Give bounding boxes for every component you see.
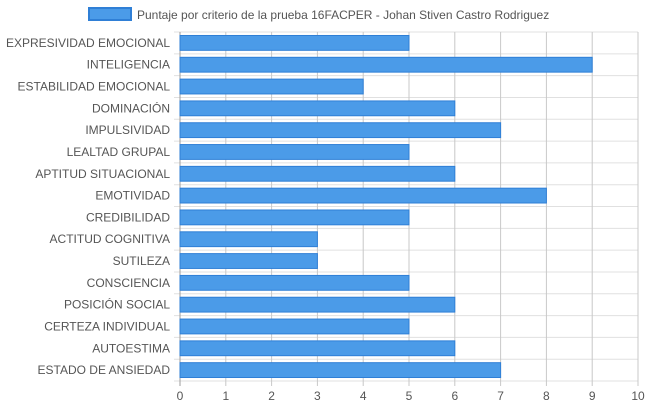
x-tick-label: 7 (497, 389, 504, 403)
y-tick-label: ESTABILIDAD EMOCIONAL (18, 80, 171, 94)
y-tick-label: SUTILEZA (113, 254, 170, 268)
y-tick-label: APTITUD SITUACIONAL (35, 167, 170, 181)
bar[interactable] (179, 318, 410, 335)
y-tick-label: EMOTIVIDAD (95, 189, 170, 203)
x-axis-labels: 0 1 2 3 4 5 6 7 8 9 10 (177, 389, 645, 403)
bar[interactable] (179, 274, 410, 291)
y-tick-label: ACTITUD COGNITIVA (50, 232, 170, 246)
y-tick-label: INTELIGENCIA (87, 58, 170, 72)
bar[interactable] (179, 340, 456, 357)
x-tick-label: 5 (406, 389, 413, 403)
legend[interactable]: Puntaje por criterio de la prueba 16FACP… (88, 7, 549, 22)
x-tick-label: 9 (589, 389, 596, 403)
bar[interactable] (179, 296, 456, 313)
x-tick-label: 6 (451, 389, 458, 403)
x-tick-label: 2 (268, 389, 275, 403)
bar[interactable] (179, 122, 502, 139)
y-tick-label: LEALTAD GRUPAL (67, 145, 171, 159)
x-tick-label: 0 (177, 389, 184, 403)
legend-swatch (88, 7, 132, 21)
y-tick-label: CERTEZA INDIVIDUAL (44, 319, 170, 333)
y-tick-label: POSICIÓN SOCIAL (64, 297, 170, 312)
x-tick-label: 10 (631, 389, 645, 403)
y-tick-label: ESTADO DE ANSIEDAD (38, 363, 171, 377)
bar[interactable] (179, 34, 410, 51)
y-axis-labels: EXPRESIVIDAD EMOCIONAL INTELIGENCIA ESTABI… (6, 36, 170, 377)
x-tick-label: 8 (543, 389, 550, 403)
bars (179, 34, 593, 379)
bar[interactable] (179, 187, 547, 204)
bar[interactable] (179, 56, 593, 73)
y-tick-label: AUTOESTIMA (92, 341, 170, 355)
bar[interactable] (179, 100, 456, 117)
bar[interactable] (179, 78, 364, 95)
bar[interactable] (179, 231, 318, 248)
y-tick-label: IMPULSIVIDAD (85, 123, 170, 137)
x-tick-label: 4 (360, 389, 367, 403)
y-tick-label: DOMINACIÓN (92, 100, 170, 115)
x-tick-label: 3 (314, 389, 321, 403)
y-tick-label: EXPRESIVIDAD EMOCIONAL (6, 36, 170, 50)
bar[interactable] (179, 165, 456, 182)
legend-label: Puntaje por criterio de la prueba 16FACP… (137, 8, 549, 22)
bar[interactable] (179, 144, 410, 160)
x-tick-label: 1 (222, 389, 229, 403)
bar[interactable] (179, 253, 318, 269)
y-tick-label: CREDIBILIDAD (86, 210, 170, 224)
bar[interactable] (179, 209, 410, 226)
y-tick-label: CONSCIENCIA (87, 276, 170, 290)
bar[interactable] (179, 362, 502, 379)
